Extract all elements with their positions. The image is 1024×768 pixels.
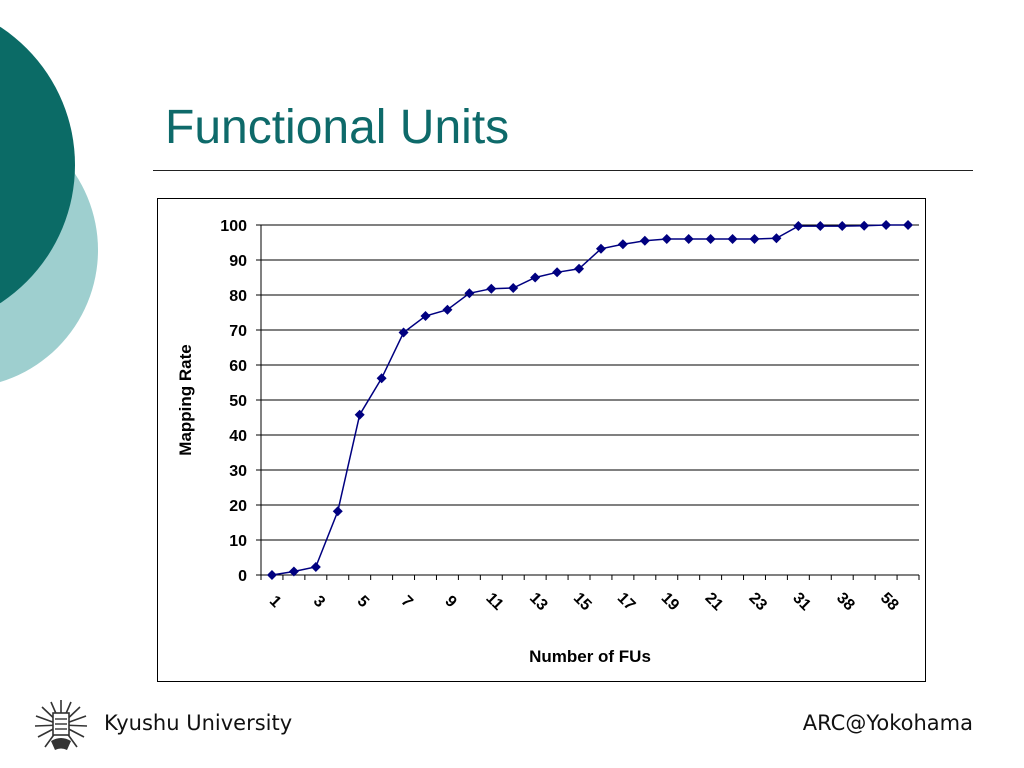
data-point-marker [508,283,519,293]
data-point-marker [266,570,277,580]
data-point-marker [398,327,409,338]
data-point-marker [771,233,782,244]
data-point-marker [617,239,628,250]
axes [256,224,920,580]
data-point-marker [530,272,541,283]
series [266,220,914,580]
x-tick-label: 9 [441,593,459,611]
title-divider [153,170,973,171]
x-tick-labels: 1 3 5 7 9 11 13 15 17 19 21 23 31 38 58 [266,590,902,615]
x-axis-label: Number of FUs [529,647,651,666]
y-tick-label: 90 [229,253,247,270]
y-tick-label: 100 [220,218,247,235]
y-tick-label: 40 [229,428,247,445]
y-tick-label: 50 [229,393,247,410]
data-point-marker [815,221,826,232]
x-tick-label: 11 [482,590,506,614]
y-tick-label: 60 [229,358,247,375]
x-tick-label: 58 [877,590,902,615]
x-tick-label: 1 [266,593,284,611]
decorative-circles [0,26,98,383]
grid-lines [261,224,919,541]
data-point-marker [310,561,321,572]
data-point-marker [903,220,914,230]
y-tick-label: 30 [229,463,247,480]
x-tick-label: 31 [789,590,814,615]
data-point-marker [442,304,453,315]
y-tick-label: 70 [229,323,247,340]
data-point-marker [705,234,716,244]
data-point-marker [288,566,299,577]
data-point-marker [420,311,431,321]
footer-university-name: Kyushu University [104,711,293,735]
dark-teal-circle [0,26,75,304]
x-tick-label: 13 [526,590,551,615]
kyushu-university-emblem-icon [34,700,88,750]
x-tick-label: 21 [702,590,727,615]
y-axis-label: Mapping Rate [176,344,195,455]
data-point-marker [574,263,585,274]
x-tick-label: 15 [570,590,595,615]
data-point-marker [486,283,497,294]
data-point-marker [859,220,870,231]
x-tick-label: 38 [833,590,858,615]
data-point-marker [793,221,804,232]
data-point-marker [837,221,848,232]
y-tick-label: 0 [238,568,247,585]
footer-event-name: ARC@Yokohama [802,711,973,735]
x-tick-label: 3 [310,593,328,611]
data-point-marker [727,234,738,244]
data-point-marker [749,234,760,244]
data-point-marker [552,267,563,278]
data-point-marker [464,288,475,299]
data-point-marker [661,234,672,244]
y-tick-label: 80 [229,288,247,305]
x-tick-label: 19 [658,590,683,615]
x-tick-label: 7 [398,593,416,611]
y-tick-label: 20 [229,498,247,515]
x-tick-label: 5 [354,593,372,611]
slide-title: Functional Units [165,101,510,154]
data-point-marker [881,220,892,230]
x-tick-label: 23 [745,590,770,615]
data-point-marker [332,506,343,517]
data-point-marker [376,373,387,384]
x-tick-label: 17 [614,590,639,615]
data-point-marker [639,235,650,246]
data-point-marker [683,234,694,244]
y-tick-label: 10 [229,533,247,550]
data-point-marker [595,243,606,254]
y-tick-labels: 0 10 20 30 40 50 60 70 80 90 100 [220,218,247,585]
data-point-marker [354,409,365,420]
